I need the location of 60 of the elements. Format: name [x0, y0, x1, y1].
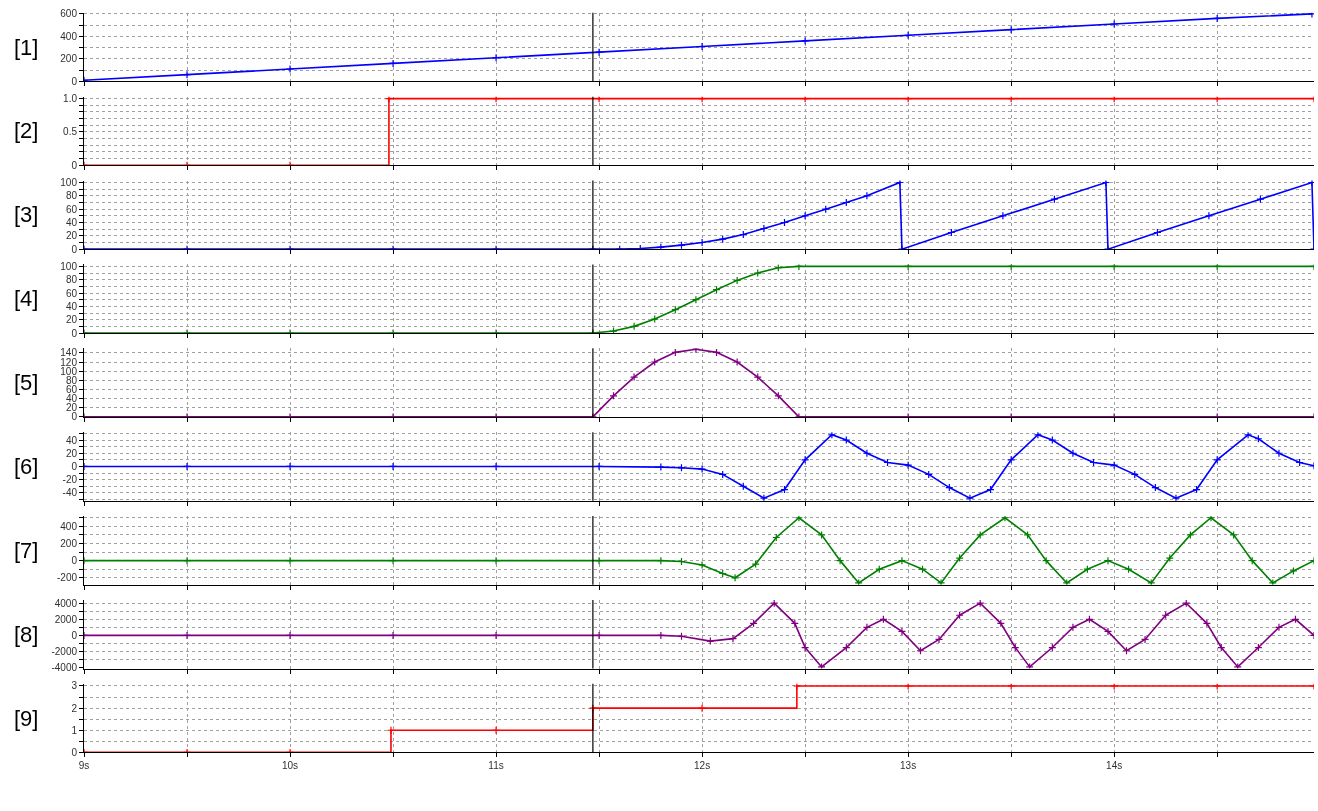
y-tick-label: 2: [71, 702, 78, 714]
y-tick-label: 4000: [54, 597, 78, 609]
y-tick-label: 80: [65, 190, 78, 202]
y-tick-label: 3: [71, 680, 78, 692]
x-tick-label: 14s: [1106, 760, 1123, 772]
x-tick-label: 12s: [694, 760, 711, 772]
y-tick-label: 0: [71, 629, 78, 641]
y-axis-title: [9]: [14, 706, 39, 731]
y-tick-label: 40: [65, 217, 78, 228]
y-tick-label: 200: [60, 537, 78, 549]
y-tick-label: 120: [60, 356, 78, 368]
y-tick-label: 100: [60, 177, 78, 189]
y-tick-label: 0: [71, 243, 78, 255]
y-tick-label: 40: [65, 434, 78, 446]
y-tick-label: -2000: [51, 646, 78, 658]
y-tick-label: -4000: [51, 662, 78, 674]
x-tick-label: 11s: [488, 760, 504, 772]
y-tick-label: 0: [71, 327, 78, 339]
y-tick-label: 0: [71, 159, 78, 171]
y-tick-label: 0: [71, 75, 78, 87]
y-tick-label: 60: [65, 203, 78, 215]
y-tick-label: 2000: [54, 613, 78, 625]
y-tick-label: -20: [62, 474, 78, 486]
y-tick-label: 20: [65, 314, 78, 326]
y-tick-label: 0: [71, 746, 78, 758]
y-tick-label: 400: [60, 30, 78, 42]
x-tick-label: 13s: [900, 760, 917, 772]
y-tick-label: 80: [65, 274, 78, 286]
y-tick-label: 60: [65, 383, 78, 395]
y-tick-label: 1.0: [63, 93, 78, 105]
y-axis-title: [4]: [14, 286, 39, 311]
y-tick-label: 0: [71, 555, 78, 567]
y-tick-label: 40: [65, 300, 78, 312]
y-tick-label: 80: [65, 374, 78, 386]
y-tick-label: 100: [60, 365, 78, 377]
y-tick-label: 400: [60, 520, 78, 532]
y-axis-title: [7]: [14, 538, 39, 563]
y-tick-label: 140: [60, 347, 78, 359]
y-tick-label: 0.5: [63, 126, 78, 138]
y-tick-label: 600: [60, 8, 78, 20]
y-axis-title: [5]: [14, 370, 39, 395]
y-tick-label: -40: [62, 487, 78, 499]
y-axis-title: [6]: [14, 454, 39, 479]
y-tick-label: 20: [65, 230, 78, 242]
y-tick-label: 40: [65, 393, 78, 405]
y-tick-label: 60: [65, 287, 78, 299]
y-axis-title: [2]: [14, 118, 39, 143]
y-tick-label: 0: [71, 460, 78, 472]
y-axis-title: [1]: [14, 35, 39, 60]
x-tick-label: 9s: [78, 760, 90, 772]
y-tick-label: 0: [71, 411, 78, 423]
y-tick-label: 100: [60, 260, 78, 272]
y-axis-title: [8]: [14, 622, 39, 647]
y-tick-label: 20: [65, 402, 78, 414]
x-tick-label: 10s: [281, 760, 299, 772]
y-tick-label: 1: [71, 724, 78, 736]
y-tick-label: 200: [60, 53, 78, 65]
y-tick-label: -200: [56, 572, 78, 584]
y-axis-title: [3]: [14, 202, 39, 227]
y-tick-label: 20: [65, 447, 78, 459]
